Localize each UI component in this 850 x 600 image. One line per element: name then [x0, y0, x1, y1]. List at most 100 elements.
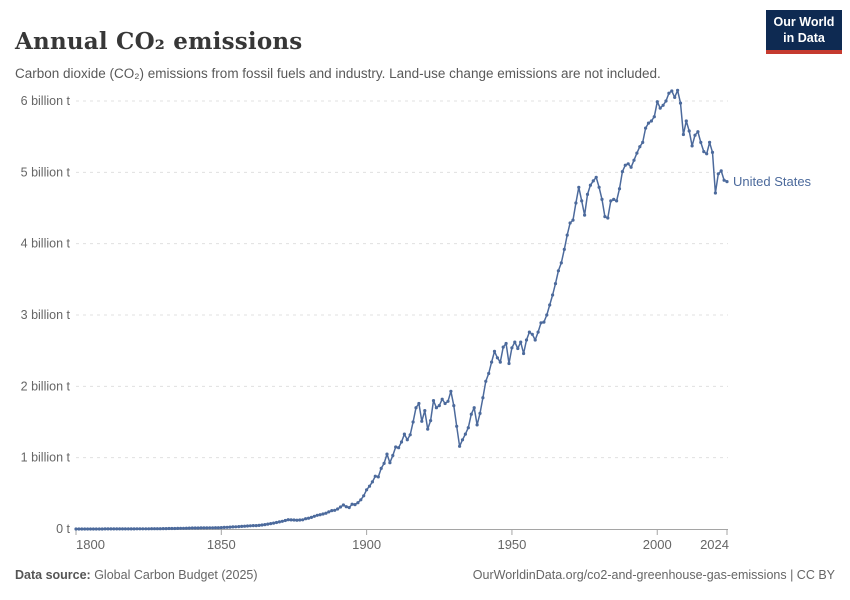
data-point[interactable] — [693, 133, 697, 137]
data-point[interactable] — [664, 99, 668, 103]
data-point[interactable] — [336, 507, 340, 511]
data-point[interactable] — [208, 526, 212, 530]
data-point[interactable] — [388, 461, 392, 465]
data-point[interactable] — [397, 446, 401, 450]
data-point[interactable] — [583, 213, 587, 217]
data-point[interactable] — [152, 527, 157, 531]
data-point[interactable] — [431, 399, 436, 403]
data-point[interactable] — [379, 466, 383, 470]
data-point[interactable] — [338, 505, 343, 509]
data-point[interactable] — [481, 396, 485, 400]
data-point[interactable] — [565, 233, 569, 237]
data-point[interactable] — [286, 518, 290, 522]
data-point[interactable] — [539, 321, 543, 325]
data-point[interactable] — [522, 351, 526, 356]
data-point[interactable] — [324, 511, 328, 515]
data-point[interactable] — [399, 440, 404, 444]
data-point[interactable] — [684, 119, 688, 123]
data-point[interactable] — [91, 527, 95, 531]
data-point[interactable] — [373, 474, 377, 478]
data-point[interactable] — [678, 101, 683, 105]
data-point[interactable] — [158, 527, 162, 531]
data-point[interactable] — [405, 438, 409, 442]
data-point[interactable] — [519, 340, 523, 344]
data-point[interactable] — [594, 175, 598, 179]
data-point[interactable] — [629, 165, 633, 169]
data-point[interactable] — [699, 140, 703, 144]
data-point[interactable] — [245, 524, 250, 528]
data-point[interactable] — [344, 505, 348, 509]
data-point[interactable] — [591, 179, 595, 183]
data-point[interactable] — [376, 475, 380, 479]
data-point[interactable] — [292, 518, 296, 522]
data-point[interactable] — [460, 438, 465, 442]
data-point[interactable] — [577, 185, 581, 189]
data-point[interactable] — [263, 523, 267, 527]
data-point[interactable] — [417, 401, 421, 406]
data-point[interactable] — [190, 526, 194, 530]
data-point[interactable] — [504, 341, 508, 346]
data-point[interactable] — [551, 293, 555, 297]
data-point[interactable] — [86, 527, 90, 531]
data-point[interactable] — [426, 427, 430, 431]
data-point[interactable] — [123, 527, 127, 531]
data-point[interactable] — [641, 140, 645, 144]
data-point[interactable] — [283, 518, 287, 523]
data-point[interactable] — [254, 524, 258, 528]
data-point[interactable] — [452, 404, 456, 408]
data-point[interactable] — [513, 340, 517, 344]
data-point[interactable] — [580, 199, 584, 203]
data-point[interactable] — [289, 518, 293, 522]
data-point[interactable] — [644, 126, 648, 130]
data-point[interactable] — [510, 346, 514, 350]
data-point[interactable] — [556, 269, 561, 273]
data-point[interactable] — [446, 399, 450, 403]
data-point[interactable] — [600, 197, 604, 201]
data-point[interactable] — [272, 521, 276, 525]
data-point[interactable] — [527, 330, 532, 334]
data-point[interactable] — [676, 88, 680, 92]
data-point[interactable] — [103, 527, 107, 531]
data-point[interactable] — [635, 151, 639, 155]
data-point[interactable] — [708, 140, 712, 144]
data-point[interactable] — [315, 513, 319, 517]
data-point[interactable] — [498, 360, 502, 364]
data-point[interactable] — [710, 150, 715, 154]
data-point[interactable] — [100, 527, 104, 531]
data-point[interactable] — [492, 349, 497, 353]
data-point[interactable] — [661, 103, 665, 107]
data-point[interactable] — [606, 216, 610, 220]
data-point[interactable] — [696, 130, 700, 134]
data-point[interactable] — [559, 261, 563, 265]
data-point[interactable] — [359, 498, 363, 502]
citation-note[interactable]: OurWorldinData.org/co2-and-greenhouse-ga… — [472, 568, 835, 582]
data-point[interactable] — [705, 152, 709, 156]
data-point[interactable] — [437, 404, 441, 408]
data-point[interactable] — [670, 89, 674, 93]
data-point[interactable] — [443, 401, 447, 406]
data-point[interactable] — [318, 513, 322, 517]
data-point[interactable] — [94, 527, 98, 531]
data-point[interactable] — [646, 121, 651, 125]
data-point[interactable] — [118, 527, 122, 531]
data-point[interactable] — [347, 506, 351, 510]
data-point[interactable] — [199, 526, 203, 530]
data-point[interactable] — [472, 406, 476, 410]
data-point[interactable] — [225, 525, 229, 529]
data-point[interactable] — [80, 527, 84, 531]
data-point[interactable] — [228, 525, 232, 529]
data-point[interactable] — [411, 420, 415, 424]
data-point[interactable] — [260, 523, 264, 527]
data-point[interactable] — [219, 526, 223, 530]
data-point[interactable] — [420, 419, 424, 423]
data-point[interactable] — [652, 115, 656, 119]
data-point[interactable] — [658, 106, 662, 110]
data-point[interactable] — [170, 526, 174, 531]
data-point[interactable] — [571, 218, 575, 222]
data-point[interactable] — [667, 91, 671, 95]
data-point[interactable] — [202, 526, 206, 530]
data-point[interactable] — [391, 453, 395, 458]
data-point[interactable] — [478, 411, 482, 415]
data-point[interactable] — [147, 527, 151, 531]
